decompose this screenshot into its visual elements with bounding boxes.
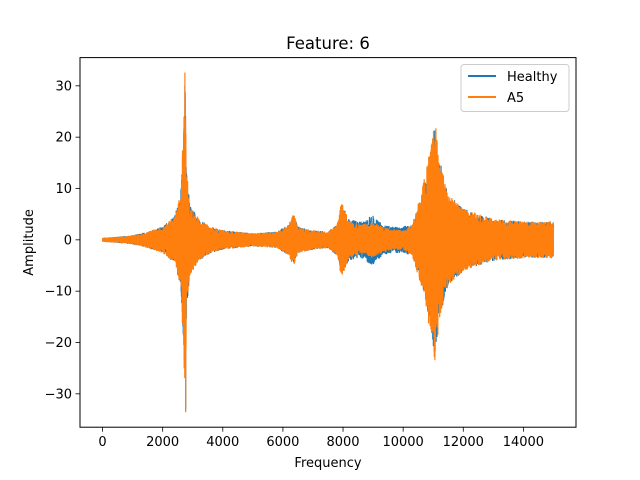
- x-tick-label: 8000: [326, 435, 359, 450]
- chart-title: Feature: 6: [286, 34, 370, 53]
- y-tick-label: −20: [45, 336, 72, 351]
- legend-label-a5: A5: [507, 91, 524, 106]
- series-layer: [101, 72, 555, 413]
- y-tick-label: 0: [64, 233, 72, 248]
- legend: Healthy A5: [460, 64, 570, 112]
- x-tick-label: 12000: [443, 435, 484, 450]
- y-axis-label: Amplitude: [22, 209, 37, 276]
- y-tick-label: 30: [55, 79, 72, 94]
- y-tick-label: 10: [55, 182, 72, 197]
- x-tick-label: 4000: [206, 435, 239, 450]
- y-tick-label: −10: [45, 285, 72, 300]
- x-axis-label: Frequency: [294, 456, 361, 471]
- x-axis: 0 2000 4000 6000 8000 10000 12000 14000: [98, 427, 544, 450]
- y-axis: −30 −20 −10 0 10 20 30: [45, 79, 80, 402]
- x-tick-label: 10000: [382, 435, 423, 450]
- x-tick-label: 6000: [266, 435, 299, 450]
- y-tick-label: −30: [45, 387, 72, 402]
- legend-label-healthy: Healthy: [507, 70, 558, 85]
- x-tick-label: 0: [98, 435, 106, 450]
- y-tick-label: 20: [55, 131, 72, 146]
- x-tick-label: 2000: [146, 435, 179, 450]
- x-tick-label: 14000: [503, 435, 544, 450]
- series-line-a5: [101, 72, 555, 413]
- plot-frame: [79, 57, 577, 428]
